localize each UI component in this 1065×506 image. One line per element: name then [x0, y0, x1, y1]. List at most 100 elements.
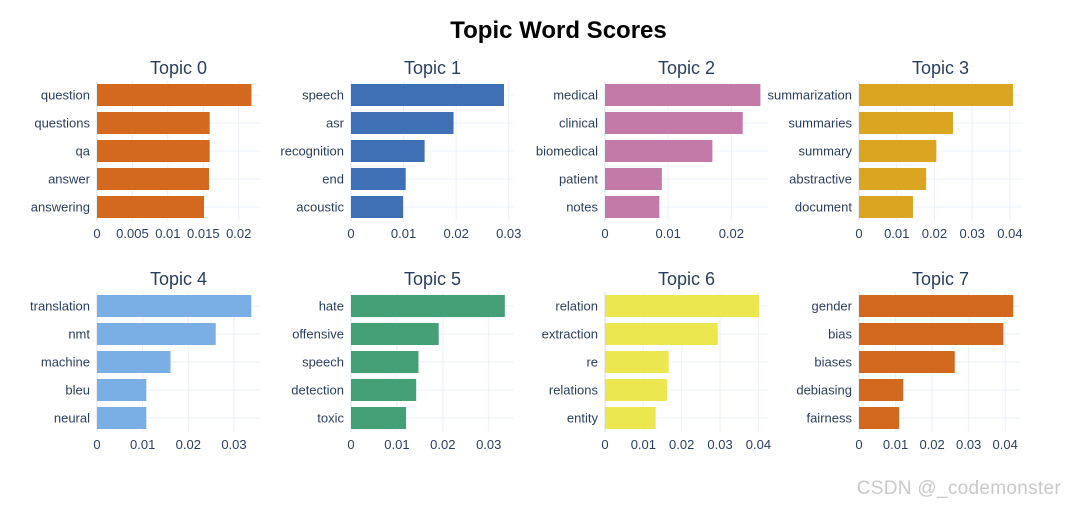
x-tick-label: 0.04	[997, 226, 1022, 241]
bar-neural	[97, 407, 147, 429]
bar-extraction	[605, 323, 718, 345]
bar-qa	[97, 140, 210, 162]
category-label: relation	[555, 299, 598, 314]
bar-summaries	[859, 112, 953, 134]
bar-hate	[351, 295, 505, 317]
x-tick-label: 0.03	[707, 437, 732, 452]
category-label: relations	[549, 383, 599, 398]
bar-asr	[351, 112, 454, 134]
category-label: nmt	[68, 327, 90, 342]
category-label: debiasing	[796, 383, 852, 398]
subplot-title: Topic 7	[912, 269, 969, 289]
subplot-title: Topic 6	[658, 269, 715, 289]
bar-end	[351, 168, 406, 190]
subplot-title: Topic 4	[150, 269, 207, 289]
category-label: toxic	[317, 411, 344, 426]
bar-summarization	[859, 84, 1013, 106]
x-tick-label: 0.02	[444, 226, 469, 241]
x-tick-label: 0.01	[656, 226, 681, 241]
x-tick-label: 0	[93, 437, 100, 452]
subplot-title: Topic 2	[658, 58, 715, 78]
category-label: end	[322, 172, 344, 187]
bar-relations	[605, 379, 668, 401]
x-tick-label: 0.02	[719, 226, 744, 241]
category-label: medical	[553, 88, 598, 103]
x-tick-label: 0.01	[384, 437, 409, 452]
category-label: offensive	[292, 327, 344, 342]
x-tick-label: 0	[601, 226, 608, 241]
x-tick-label: 0.01	[130, 437, 155, 452]
x-tick-label: 0.02	[669, 437, 694, 452]
category-label: question	[41, 88, 90, 103]
x-tick-label: 0.01	[391, 226, 416, 241]
bar-bleu	[97, 379, 147, 401]
subplot-title: Topic 1	[404, 58, 461, 78]
category-label: summary	[799, 144, 853, 159]
x-tick-label: 0	[347, 437, 354, 452]
bar-gender	[859, 295, 1014, 317]
category-label: patient	[559, 172, 598, 187]
x-tick-label: 0.01	[631, 437, 656, 452]
x-tick-label: 0.03	[496, 226, 521, 241]
category-label: acoustic	[296, 200, 344, 215]
category-label: hate	[319, 299, 344, 314]
category-label: extraction	[542, 327, 598, 342]
category-label: biomedical	[536, 144, 598, 159]
chart-title: Topic Word Scores	[450, 17, 667, 44]
bar-acoustic	[351, 196, 404, 218]
category-label: abstractive	[789, 172, 852, 187]
bar-patient	[605, 168, 662, 190]
category-label: bias	[828, 327, 852, 342]
bar-re	[605, 351, 669, 373]
x-tick-label: 0	[855, 437, 862, 452]
bar-machine	[97, 351, 171, 373]
x-tick-label: 0	[855, 226, 862, 241]
bar-question	[97, 84, 252, 106]
category-label: speech	[302, 355, 344, 370]
bar-questions	[97, 112, 210, 134]
x-tick-label: 0.02	[176, 437, 201, 452]
bar-entity	[605, 407, 656, 429]
x-tick-label: 0.02	[430, 437, 455, 452]
bar-offensive	[351, 323, 439, 345]
bar-answering	[97, 196, 205, 218]
bar-bias	[859, 323, 1004, 345]
x-tick-label: 0.01	[884, 226, 909, 241]
category-label: answering	[31, 200, 90, 215]
x-tick-label: 0.03	[960, 226, 985, 241]
category-label: qa	[76, 144, 91, 159]
x-tick-label: 0.01	[883, 437, 908, 452]
bar-speech	[351, 84, 505, 106]
x-tick-label: 0.03	[956, 437, 981, 452]
category-label: re	[586, 355, 598, 370]
category-label: notes	[566, 200, 598, 215]
x-tick-label: 0.04	[993, 437, 1018, 452]
bar-clinical	[605, 112, 743, 134]
category-label: document	[795, 200, 852, 215]
watermark: CSDN @_codemonster	[856, 478, 1061, 499]
bar-biases	[859, 351, 955, 373]
x-tick-label: 0.03	[476, 437, 501, 452]
category-label: bleu	[65, 383, 90, 398]
bar-document	[859, 196, 913, 218]
category-label: asr	[326, 116, 345, 131]
x-tick-label: 0	[93, 226, 100, 241]
category-label: speech	[302, 88, 344, 103]
bar-speech	[351, 351, 419, 373]
x-tick-label: 0.04	[746, 437, 771, 452]
x-tick-label: 0.005	[116, 226, 149, 241]
bar-answer	[97, 168, 209, 190]
bar-debiasing	[859, 379, 904, 401]
category-label: questions	[34, 116, 90, 131]
x-tick-label: 0.03	[221, 437, 246, 452]
category-label: neural	[54, 411, 90, 426]
bar-toxic	[351, 407, 407, 429]
x-tick-label: 0.01	[155, 226, 180, 241]
bar-nmt	[97, 323, 216, 345]
category-label: translation	[30, 299, 90, 314]
category-label: recognition	[280, 144, 344, 159]
bar-detection	[351, 379, 417, 401]
category-label: detection	[291, 383, 344, 398]
x-tick-label: 0	[601, 437, 608, 452]
